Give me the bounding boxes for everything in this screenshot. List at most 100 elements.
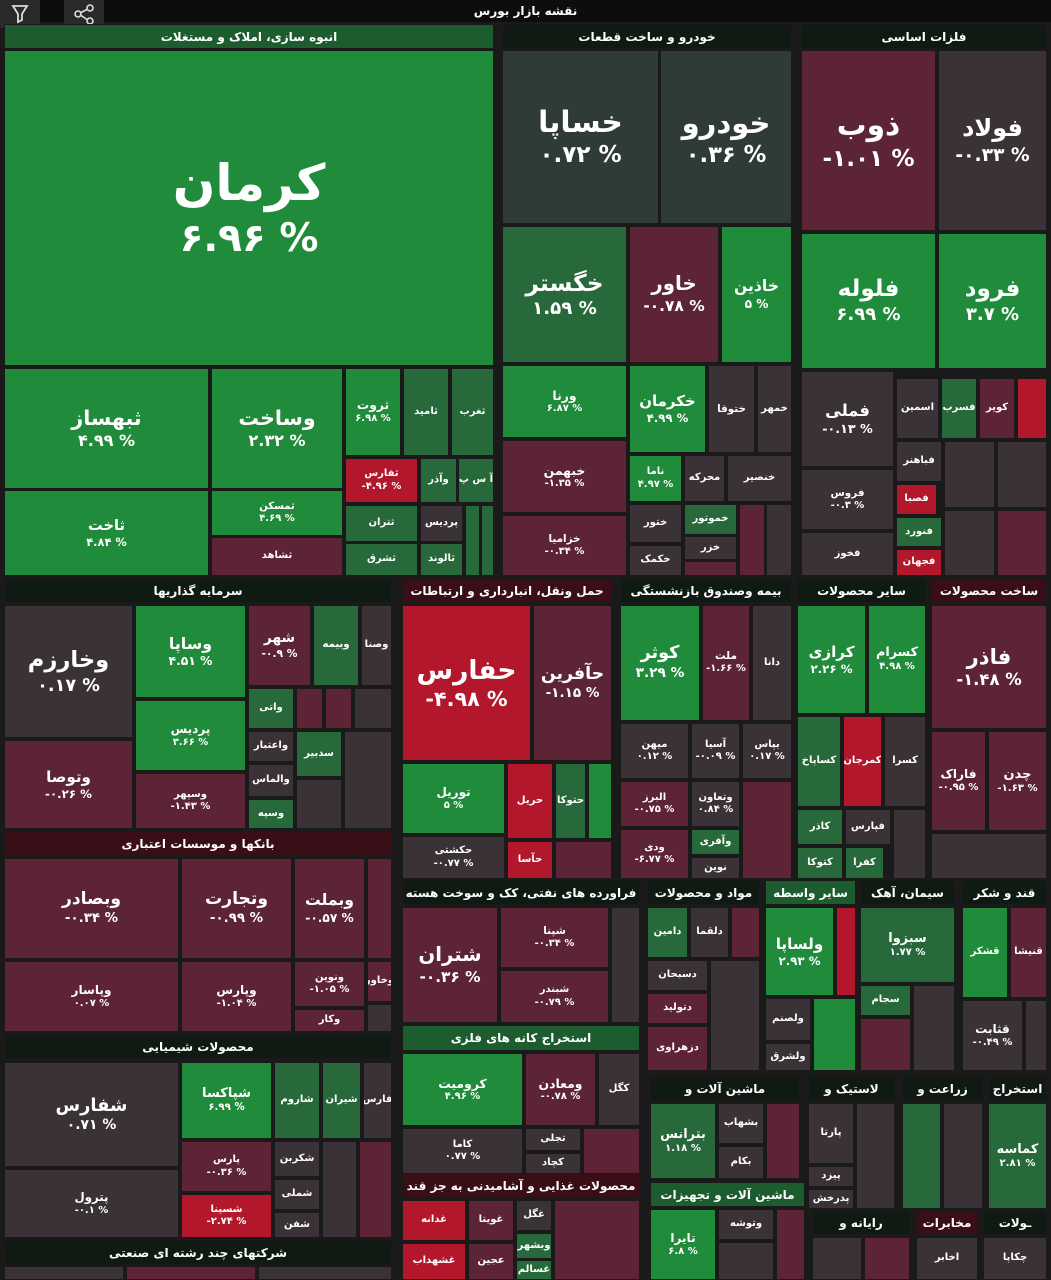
- stock-tile[interactable]: شملی: [274, 1179, 320, 1210]
- stock-tile[interactable]: وپارس -۱.۰۴ %: [181, 961, 292, 1032]
- stock-tile[interactable]: ودی -۶.۷۷ %: [620, 829, 689, 879]
- stock-tile[interactable]: ولشرق: [765, 1043, 811, 1071]
- stock-tile[interactable]: ثشرق: [345, 543, 418, 576]
- stock-tile[interactable]: فپارس: [845, 809, 891, 845]
- stock-tile[interactable]: وتوشه: [718, 1209, 774, 1240]
- stock-tile[interactable]: فلوله ۶.۹۹ %: [801, 233, 936, 369]
- stock-tile[interactable]: غگل: [516, 1200, 552, 1231]
- stock-tile[interactable]: وبملت -۰.۵۷ %: [294, 858, 365, 959]
- stock-tile[interactable]: ذوب -۱.۰۱ %: [801, 50, 936, 231]
- stock-tile[interactable]: اسمین: [896, 378, 939, 439]
- stock-tile[interactable]: خاذین ۵ %: [721, 226, 792, 363]
- stock-tile[interactable]: شپنا -۰.۳۴ %: [500, 907, 609, 968]
- stock-tile[interactable]: ملت -۱.۶۶ %: [702, 605, 750, 721]
- stock-tile[interactable]: سدبیر: [296, 731, 342, 777]
- stock-tile[interactable]: فسرب: [941, 378, 977, 439]
- stock-tile[interactable]: کمرجان: [843, 716, 882, 807]
- stock-tile[interactable]: ثمسکن ۴.۶۹ %: [211, 490, 343, 536]
- stock-tile[interactable]: وسپهر -۱.۴۳ %: [135, 773, 246, 829]
- stock-tile[interactable]: قشکر: [962, 907, 1008, 998]
- stock-tile[interactable]: ثفارس -۴.۹۶ %: [345, 458, 418, 503]
- stock-tile[interactable]: شسینا -۲.۷۴ %: [181, 1194, 272, 1238]
- stock-tile[interactable]: خساپا ۰.۷۲ %: [502, 50, 659, 224]
- stock-tile[interactable]: شیران: [322, 1062, 361, 1139]
- stock-tile[interactable]: بترانس ۱.۱۸ %: [650, 1103, 716, 1179]
- stock-tile[interactable]: فنورد: [896, 517, 942, 547]
- stock-tile[interactable]: ثشاهد: [211, 537, 343, 576]
- stock-tile[interactable]: دانا: [752, 605, 792, 721]
- stock-tile[interactable]: سجام: [860, 985, 911, 1016]
- stock-tile[interactable]: حکشتی -۰.۷۷ %: [402, 836, 505, 879]
- stock-tile[interactable]: فصبا: [896, 484, 937, 515]
- stock-tile[interactable]: شکربن: [274, 1141, 320, 1177]
- stock-tile[interactable]: شاروم: [274, 1062, 320, 1139]
- stock-tile[interactable]: شتران -۰.۳۶ %: [402, 907, 498, 1023]
- stock-tile[interactable]: ثتران: [345, 505, 418, 542]
- stock-tile[interactable]: ثامید: [403, 368, 449, 456]
- stock-tile[interactable]: کاذر: [797, 809, 843, 845]
- stock-tile[interactable]: فاراک -۰.۹۵ %: [931, 731, 986, 831]
- stock-tile[interactable]: کگل: [598, 1053, 640, 1126]
- stock-tile[interactable]: وخارزم ۰.۱۷ %: [4, 605, 133, 738]
- stock-tile[interactable]: عجین: [468, 1243, 514, 1280]
- stock-tile[interactable]: کچاد: [525, 1153, 581, 1174]
- stock-tile[interactable]: حتوکا: [555, 763, 586, 839]
- stock-tile[interactable]: خنصیر: [727, 455, 792, 502]
- stock-tile[interactable]: فروس -۰.۳ %: [801, 469, 894, 530]
- stock-tile[interactable]: کفرا: [845, 847, 884, 879]
- stock-tile[interactable]: وکار: [294, 1009, 365, 1032]
- stock-tile[interactable]: ثروت ۶.۹۸ %: [345, 368, 401, 456]
- stock-tile[interactable]: کاما ۰.۷۷ %: [402, 1128, 523, 1174]
- stock-tile[interactable]: خموتور: [684, 504, 737, 535]
- stock-tile[interactable]: وخاور: [367, 961, 392, 1002]
- stock-tile[interactable]: البرز -۰.۷۵ %: [620, 781, 689, 827]
- stock-tile[interactable]: وساخت ۲.۳۲ %: [211, 368, 343, 489]
- stock-tile[interactable]: شهر -۰.۹ %: [248, 605, 311, 686]
- stock-tile[interactable]: تایرا ۶.۸ %: [650, 1209, 716, 1280]
- stock-tile[interactable]: ثاخت ۴.۸۴ %: [4, 490, 209, 576]
- stock-tile[interactable]: دامین: [647, 907, 688, 958]
- stock-tile[interactable]: فولاد -۰.۳۳ %: [938, 50, 1047, 231]
- stock-tile[interactable]: ولساپا ۲.۹۳ %: [765, 907, 834, 996]
- stock-tile[interactable]: وپاسار ۰.۰۷ %: [4, 961, 179, 1032]
- stock-tile[interactable]: وبشهر: [516, 1233, 552, 1259]
- stock-tile[interactable]: خزامیا -۰.۳۴ %: [502, 515, 627, 576]
- stock-tile[interactable]: کرازی ۲.۲۶ %: [797, 605, 866, 714]
- stock-tile[interactable]: قثابت -۰.۴۹ %: [962, 1000, 1023, 1071]
- stock-tile[interactable]: شپاکسا ۶.۹۹ %: [181, 1062, 272, 1139]
- stock-tile[interactable]: فرود ۳.۷ %: [938, 233, 1047, 369]
- stock-tile[interactable]: آ س پ: [458, 458, 494, 503]
- stock-tile[interactable]: کساپاخ: [797, 716, 841, 807]
- stock-tile[interactable]: میهن ۰.۱۲ %: [620, 723, 689, 779]
- stock-tile[interactable]: غویتا: [468, 1200, 514, 1241]
- stock-tile[interactable]: خگستر ۱.۵۹ %: [502, 226, 627, 363]
- stock-tile[interactable]: فاذر -۱.۴۸ %: [931, 605, 1047, 729]
- stock-tile[interactable]: واتی: [248, 688, 294, 729]
- stock-tile[interactable]: کتوکا: [797, 847, 843, 879]
- stock-tile[interactable]: دزهراوی: [647, 1026, 708, 1071]
- stock-tile[interactable]: بشهاب: [718, 1103, 764, 1144]
- stock-tile[interactable]: کسرام ۴.۹۸ %: [868, 605, 926, 714]
- stock-tile[interactable]: حآسا: [507, 841, 553, 879]
- stock-tile[interactable]: حآفرین -۱.۱۵ %: [533, 605, 612, 761]
- stock-tile[interactable]: خودرو ۰.۳۶ %: [660, 50, 792, 224]
- stock-tile[interactable]: وصنا: [361, 605, 392, 686]
- stock-tile[interactable]: فباهنر: [896, 441, 942, 482]
- stock-tile[interactable]: سبزوا ۱.۷۷ %: [860, 907, 955, 983]
- stock-tile[interactable]: آسیا -۰.۰۹ %: [691, 723, 740, 779]
- stock-tile[interactable]: تجلی: [525, 1128, 581, 1151]
- stock-tile[interactable]: کوثر ۳.۲۹ %: [620, 605, 700, 721]
- stock-tile[interactable]: حریل: [507, 763, 553, 839]
- stock-tile[interactable]: فملی -۰.۱۳ %: [801, 371, 894, 467]
- stock-tile[interactable]: بکام: [718, 1146, 764, 1179]
- stock-tile[interactable]: وآذر: [420, 458, 457, 503]
- stock-tile[interactable]: پیزد: [808, 1166, 854, 1187]
- stock-tile[interactable]: وتعاون ۰.۸۴ %: [691, 781, 740, 827]
- stock-tile[interactable]: حفارس -۴.۹۸ %: [402, 605, 531, 761]
- stock-tile[interactable]: غشهداب: [402, 1243, 466, 1280]
- stock-tile[interactable]: پارتا: [808, 1103, 854, 1164]
- stock-tile[interactable]: دتولید: [647, 993, 708, 1024]
- stock-tile[interactable]: کسرا: [884, 716, 926, 807]
- stock-tile[interactable]: شفارس ۰.۷۱ %: [4, 1062, 179, 1167]
- stock-tile[interactable]: وساپا ۴.۵۱ %: [135, 605, 246, 698]
